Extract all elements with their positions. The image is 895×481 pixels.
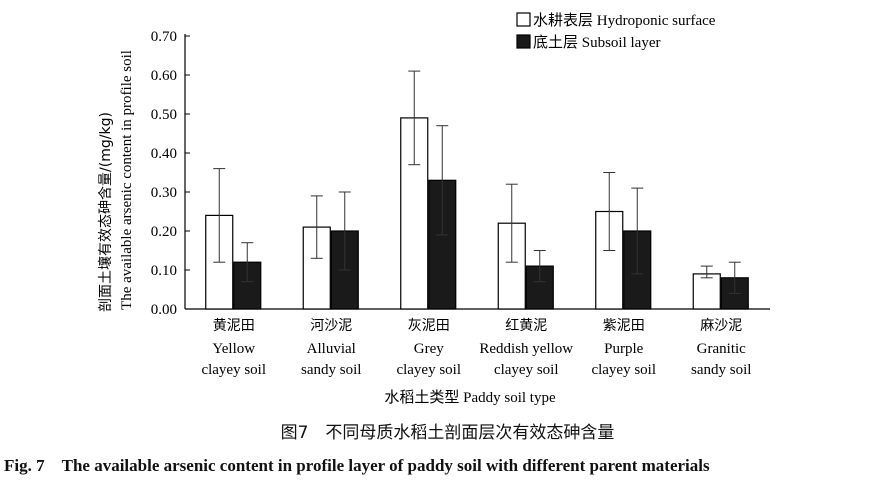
category-label-cn: 红黄泥 xyxy=(505,317,547,334)
x-axis-label: 水稻土类型 Paddy soil type xyxy=(384,389,556,406)
category-label-en: Purple xyxy=(604,341,644,357)
category-label-en: Grey xyxy=(414,341,444,357)
category-label-en-2: clayey soil xyxy=(494,362,559,378)
bars xyxy=(205,70,749,310)
y-tick-label: 0.20 xyxy=(151,224,177,240)
category-label-en: Reddish yellow xyxy=(479,341,573,357)
category-label-en: Alluvial xyxy=(307,341,356,357)
chart: 0.00 0.10 0.20 0.30 0.40 0.50 0.60 0.70 黄泥田 Yello… xyxy=(97,11,770,406)
category-label-cn: 紫泥田 xyxy=(603,318,645,334)
y-axis-label-cn: 剖面土壤有效态砷含量/(mg/kg) xyxy=(97,112,114,312)
legend-swatch xyxy=(516,12,531,27)
figure-caption-en: Fig. 7 The available arsenic content in … xyxy=(4,456,710,475)
category-label-en: Granitic xyxy=(697,341,746,357)
y-tick-label: 0.50 xyxy=(151,107,177,123)
y-tick-label: 0.70 xyxy=(151,29,177,45)
legend-swatch xyxy=(516,34,531,49)
category-label-en-2: sandy soil xyxy=(301,362,361,378)
category-label-en-2: clayey soil xyxy=(201,362,266,378)
figure-caption-cn: 图7 不同母质水稻土剖面层次有效态砷含量 xyxy=(280,423,615,443)
axes: 0.00 0.10 0.20 0.30 0.40 0.50 0.60 0.70 黄泥田 Yello… xyxy=(151,29,770,378)
legend-label: 水耕表层 Hydroponic surface xyxy=(533,11,716,29)
category-label-cn: 河沙泥 xyxy=(310,318,352,334)
bar-hydroponic-surface xyxy=(302,226,331,310)
y-tick-label: 0.10 xyxy=(151,263,177,279)
bar-hydroponic-surface xyxy=(595,210,624,310)
legend-label: 底土层 Subsoil layer xyxy=(533,34,661,51)
category-label-cn: 灰泥田 xyxy=(408,318,450,334)
category-label-en-2: clayey soil xyxy=(591,362,656,378)
y-tick-label: 0.00 xyxy=(151,302,177,318)
category-label-en-2: clayey soil xyxy=(396,362,461,378)
y-tick-label: 0.40 xyxy=(151,146,177,162)
legend: 水耕表层 Hydroponic surface 底土层 Subsoil layer xyxy=(516,11,716,51)
category-label-en-2: sandy soil xyxy=(691,362,751,378)
category-label-cn: 麻沙泥 xyxy=(700,318,742,334)
y-tick-label: 0.30 xyxy=(151,185,177,201)
category-label-en: Yellow xyxy=(212,341,255,357)
y-axis-label-en: The available arsenic content in profile… xyxy=(119,50,135,310)
category-label-cn: 黄泥田 xyxy=(213,317,255,334)
bar-hydroponic-surface xyxy=(692,273,721,310)
y-tick-label: 0.60 xyxy=(151,68,177,84)
